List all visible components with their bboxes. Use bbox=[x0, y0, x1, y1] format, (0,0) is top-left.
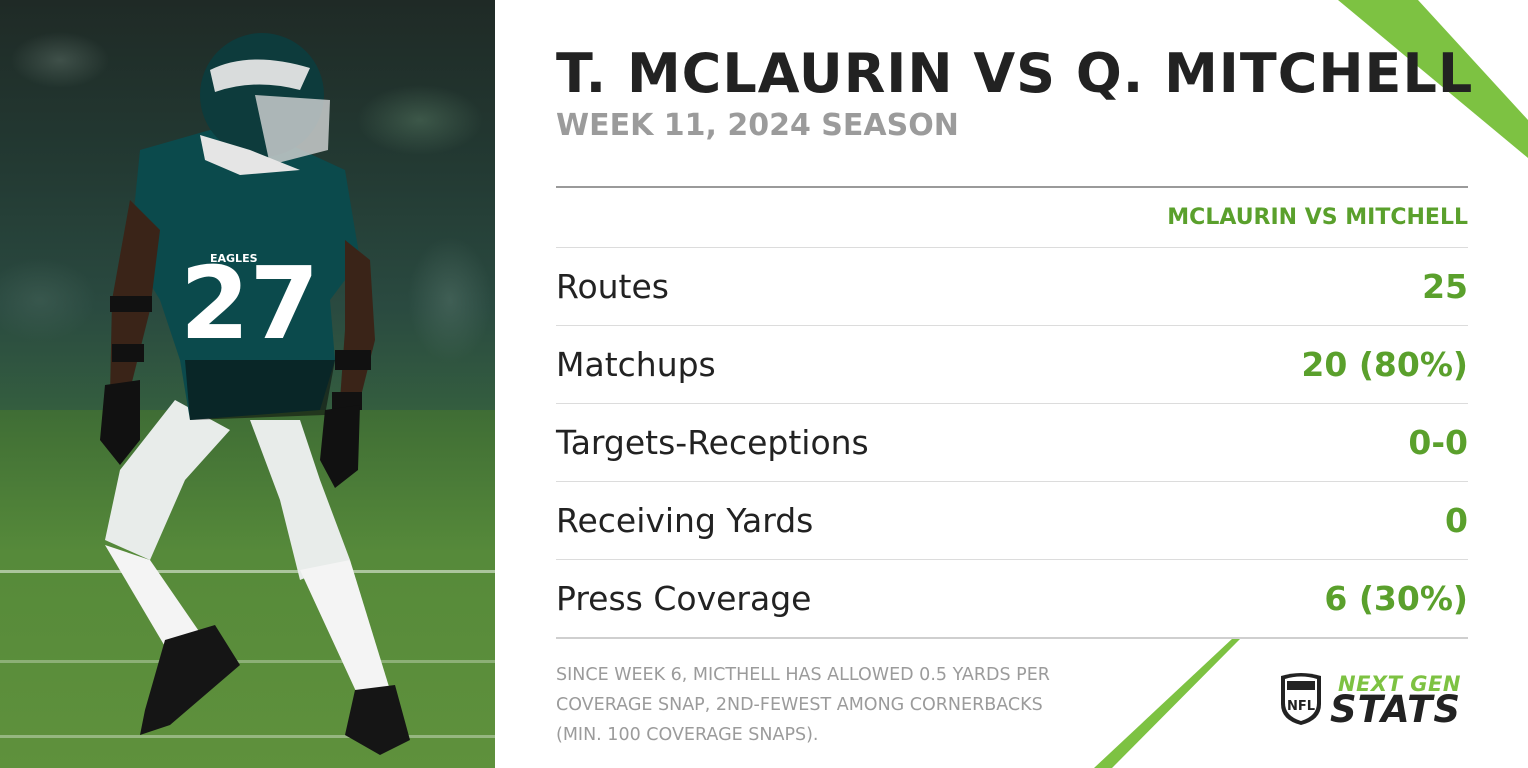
table-row: Receiving Yards 0 bbox=[556, 481, 1468, 559]
table-row: Targets-Receptions 0-0 bbox=[556, 403, 1468, 481]
nfl-shield-icon: NFL bbox=[1281, 673, 1321, 725]
next-gen-stats-logo: NFL NEXT GEN STATS bbox=[1278, 670, 1468, 731]
footnote-line: (MIN. 100 COVERAGE SNAPS). bbox=[556, 725, 819, 745]
footnote-line: COVERAGE SNAP, 2ND-FEWEST AMONG CORNERBA… bbox=[556, 695, 1043, 715]
logo-line-stats: STATS bbox=[1330, 688, 1461, 731]
stat-value: 25 bbox=[1422, 267, 1468, 306]
stat-value: 20 (80%) bbox=[1301, 345, 1468, 384]
footnote-line: SINCE WEEK 6, MICTHELL HAS ALLOWED 0.5 Y… bbox=[556, 665, 1050, 685]
yard-line bbox=[0, 570, 495, 573]
stat-label: Matchups bbox=[556, 345, 716, 384]
nfl-shield-text: NFL bbox=[1287, 699, 1315, 714]
stat-label: Receiving Yards bbox=[556, 501, 814, 540]
player-photo: 27 EAGLES bbox=[0, 0, 495, 768]
football-field bbox=[0, 410, 495, 768]
stat-label: Routes bbox=[556, 267, 669, 306]
column-header: MCLAURIN VS MITCHELL bbox=[1167, 205, 1468, 230]
stat-label: Targets-Receptions bbox=[556, 423, 869, 462]
stat-label: Press Coverage bbox=[556, 579, 812, 618]
page-subtitle: WEEK 11, 2024 SEASON bbox=[556, 108, 959, 143]
stats-table: Routes 25 Matchups 20 (80%) Targets-Rece… bbox=[556, 247, 1468, 637]
stat-value: 0-0 bbox=[1408, 423, 1468, 462]
jersey-number: 27 bbox=[180, 245, 319, 362]
page-title: T. MCLAURIN VS Q. MITCHELL bbox=[556, 42, 1474, 105]
jersey-team-text: EAGLES bbox=[210, 252, 258, 265]
stat-value: 6 (30%) bbox=[1324, 579, 1468, 618]
yard-line bbox=[0, 660, 495, 663]
divider bbox=[556, 637, 1468, 639]
player-figure: 27 EAGLES bbox=[100, 33, 410, 755]
footnote: SINCE WEEK 6, MICTHELL HAS ALLOWED 0.5 Y… bbox=[556, 660, 1116, 750]
divider bbox=[556, 186, 1468, 188]
table-row: Matchups 20 (80%) bbox=[556, 325, 1468, 403]
stat-value: 0 bbox=[1445, 501, 1468, 540]
logo-line-next-gen: NEXT GEN bbox=[1338, 672, 1461, 696]
yard-line bbox=[0, 735, 495, 738]
table-row: Press Coverage 6 (30%) bbox=[556, 559, 1468, 637]
table-row: Routes 25 bbox=[556, 247, 1468, 325]
